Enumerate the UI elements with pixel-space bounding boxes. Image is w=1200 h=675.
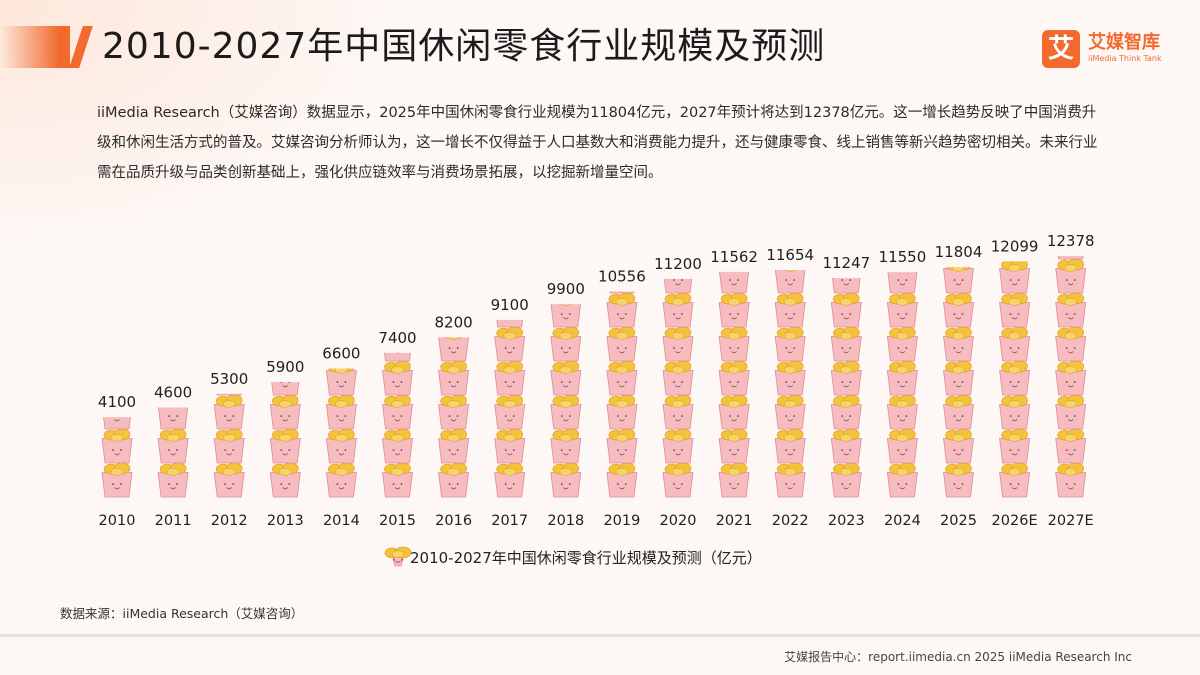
value-label-2012: 5300 — [210, 370, 248, 388]
value-label-2022: 11654 — [766, 246, 814, 264]
x-tick-2014: 2014 — [323, 513, 360, 529]
value-label-2010: 4100 — [98, 393, 136, 411]
x-tick-2011: 2011 — [155, 513, 192, 529]
value-label-2017: 9100 — [491, 296, 529, 314]
title-accent-bar — [0, 26, 70, 68]
page-title: 2010-2027年中国休闲零食行业规模及预测 — [102, 26, 826, 67]
x-tick-2024: 2024 — [884, 513, 921, 529]
bar-chart: 4100 4600 5300 5900 6600 7400 8200 9100 9900 1055… — [98, 232, 1095, 567]
value-label-2026E: 12099 — [991, 237, 1039, 255]
value-label-2016: 8200 — [435, 313, 473, 331]
bar-2019 — [606, 291, 638, 498]
x-tick-2026E: 2026E — [992, 513, 1038, 529]
value-label-2015: 7400 — [378, 329, 416, 347]
x-tick-2010: 2010 — [99, 513, 136, 529]
footer-credit: 艾媒报告中心：report.iimedia.cn 2025 iiMedia Re… — [784, 650, 1132, 664]
bar-2010 — [101, 417, 133, 498]
bar-2018 — [550, 304, 582, 498]
logo-name-cn: 艾媒智库 — [1088, 32, 1160, 53]
footer-divider — [0, 634, 1200, 637]
value-label-2013: 5900 — [266, 358, 304, 376]
x-tick-2025: 2025 — [940, 513, 977, 529]
bar-2012 — [213, 393, 245, 498]
x-tick-2020: 2020 — [660, 513, 697, 529]
value-label-2020: 11200 — [654, 255, 702, 273]
bar-2020 — [662, 278, 694, 498]
value-label-2023: 11247 — [822, 254, 870, 272]
bar-2023 — [830, 278, 862, 498]
bar-2017 — [494, 319, 526, 498]
bar-2011 — [157, 407, 189, 498]
bar-2025 — [943, 267, 974, 498]
iimedia-logo: 艾 艾媒智库 iiMedia Think Tank — [1042, 28, 1172, 72]
value-label-2027E: 12378 — [1047, 232, 1095, 250]
x-tick-2012: 2012 — [211, 513, 248, 529]
bar-2027E — [1055, 256, 1087, 498]
x-tick-2016: 2016 — [435, 513, 472, 529]
value-label-2025: 11804 — [935, 243, 983, 261]
value-label-2011: 4600 — [154, 383, 192, 401]
x-tick-2019: 2019 — [603, 513, 640, 529]
value-label-2019: 10556 — [598, 267, 646, 285]
x-tick-2021: 2021 — [716, 513, 753, 529]
value-label-2014: 6600 — [322, 344, 360, 362]
legend-label: 2010-2027年中国休闲零食行业规模及预测（亿元） — [410, 549, 762, 567]
logo-name-en: iiMedia Think Tank — [1088, 54, 1162, 63]
x-tick-2015: 2015 — [379, 513, 416, 529]
bar-2022 — [774, 270, 806, 498]
x-tick-2017: 2017 — [491, 513, 528, 529]
bar-2026E — [999, 261, 1031, 498]
x-tick-2013: 2013 — [267, 513, 304, 529]
bar-2015 — [382, 352, 413, 498]
x-tick-2018: 2018 — [547, 513, 584, 529]
x-tick-2023: 2023 — [828, 513, 865, 529]
background-glow — [0, 0, 420, 260]
logo-mark: 艾 — [1042, 30, 1080, 68]
value-label-2018: 9900 — [547, 280, 585, 298]
value-label-2024: 11550 — [879, 248, 927, 266]
data-source: 数据来源：iiMedia Research（艾媒咨询） — [60, 606, 304, 621]
description-paragraph: iiMedia Research（艾媒咨询）数据显示，2025年中国休闲零食行业… — [97, 105, 1098, 181]
value-label-2021: 11562 — [710, 248, 758, 266]
x-tick-2027E: 2027E — [1048, 513, 1094, 529]
bar-2016 — [438, 337, 470, 498]
legend-snack-cup-icon — [384, 546, 412, 567]
x-tick-2022: 2022 — [772, 513, 809, 529]
bar-2021 — [718, 271, 750, 498]
bar-2013 — [269, 382, 301, 498]
bar-2014 — [325, 368, 357, 498]
bar-2024 — [886, 272, 918, 498]
